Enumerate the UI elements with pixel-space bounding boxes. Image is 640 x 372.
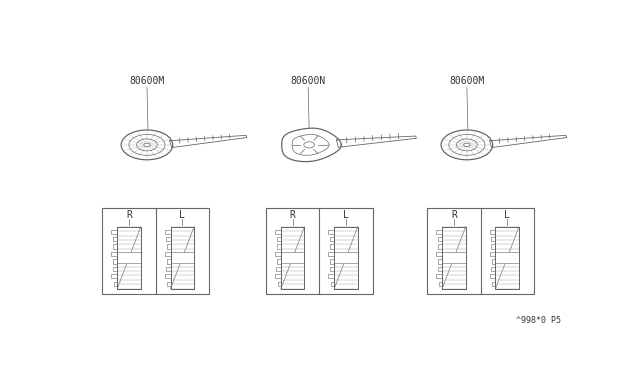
Bar (102, 208, 209, 294)
Bar (490, 252, 495, 256)
Polygon shape (170, 135, 247, 148)
Bar (117, 227, 141, 289)
Bar (113, 237, 117, 241)
Bar (442, 227, 465, 289)
Bar (266, 208, 372, 294)
Bar (438, 259, 442, 264)
Text: L: L (504, 210, 510, 220)
Bar (111, 252, 117, 256)
Bar (171, 227, 194, 289)
Bar (281, 227, 305, 289)
Bar (438, 244, 442, 249)
Text: R: R (126, 210, 132, 220)
Text: ^998*0 P5: ^998*0 P5 (516, 316, 561, 326)
Bar (442, 251, 465, 263)
Bar (334, 227, 358, 289)
Bar (436, 230, 442, 234)
Bar (491, 237, 495, 241)
Bar (334, 227, 358, 289)
Text: 80600N: 80600N (291, 76, 326, 86)
Polygon shape (490, 135, 566, 148)
Bar (114, 282, 117, 286)
Bar (117, 227, 141, 289)
Bar (164, 252, 171, 256)
Bar (490, 230, 495, 234)
Bar (171, 251, 194, 263)
Bar (166, 237, 171, 241)
Bar (328, 252, 334, 256)
Bar (164, 274, 171, 279)
Bar (495, 227, 519, 289)
Bar (275, 252, 281, 256)
Text: R: R (290, 210, 296, 220)
Bar (330, 267, 334, 271)
Bar (436, 274, 442, 279)
Bar (330, 244, 334, 249)
Bar (492, 244, 495, 249)
Bar (113, 244, 117, 249)
Bar (281, 251, 305, 263)
Bar (281, 227, 305, 289)
Bar (328, 230, 334, 234)
Bar (492, 282, 495, 286)
Bar (276, 267, 281, 271)
Bar (331, 282, 334, 286)
Circle shape (464, 143, 470, 147)
Bar (442, 227, 465, 289)
Bar (111, 230, 117, 234)
Bar (491, 267, 495, 271)
Bar (275, 230, 281, 234)
Text: 80600M: 80600M (449, 76, 484, 86)
Circle shape (304, 142, 314, 148)
Bar (275, 274, 281, 279)
Bar (495, 251, 519, 263)
Bar (328, 274, 334, 279)
Text: 80600M: 80600M (129, 76, 164, 86)
Bar (166, 244, 171, 249)
Bar (439, 282, 442, 286)
Bar (171, 227, 194, 289)
Bar (111, 274, 117, 279)
Bar (334, 251, 358, 263)
Bar (277, 259, 281, 264)
Bar (490, 274, 495, 279)
Bar (117, 251, 141, 263)
Bar (278, 282, 281, 286)
Bar (276, 237, 281, 241)
Bar (113, 267, 117, 271)
Bar (167, 282, 171, 286)
Polygon shape (282, 128, 341, 161)
Text: L: L (343, 210, 349, 220)
Bar (166, 267, 171, 271)
Bar (330, 259, 334, 264)
Bar (428, 208, 534, 294)
Bar (113, 259, 117, 264)
Bar (436, 252, 442, 256)
Circle shape (144, 143, 150, 147)
Text: R: R (451, 210, 457, 220)
Bar (492, 259, 495, 264)
Bar (438, 237, 442, 241)
Text: L: L (179, 210, 185, 220)
Bar (164, 230, 171, 234)
Polygon shape (337, 136, 416, 147)
Bar (166, 259, 171, 264)
Bar (495, 227, 519, 289)
Bar (277, 244, 281, 249)
Bar (330, 237, 334, 241)
Bar (438, 267, 442, 271)
